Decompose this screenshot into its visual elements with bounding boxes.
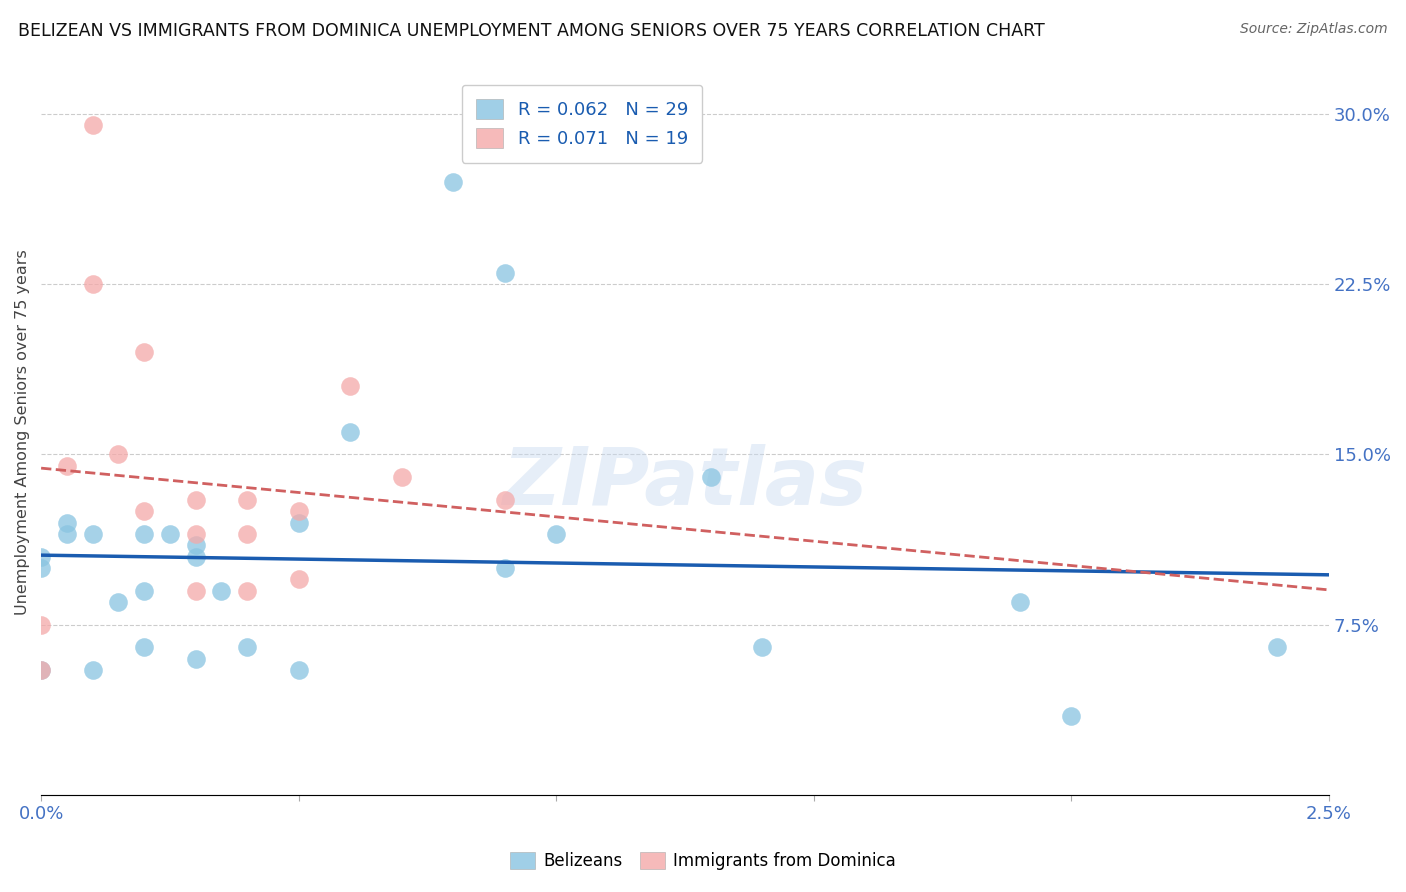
Text: ZIPatlas: ZIPatlas bbox=[502, 443, 868, 522]
Point bbox=[494, 561, 516, 575]
Point bbox=[184, 652, 207, 666]
Point bbox=[30, 561, 52, 575]
Point bbox=[30, 617, 52, 632]
Point bbox=[287, 504, 309, 518]
Point bbox=[56, 516, 79, 530]
Point bbox=[56, 458, 79, 473]
Point bbox=[30, 663, 52, 677]
Point bbox=[30, 663, 52, 677]
Point bbox=[82, 663, 104, 677]
Point bbox=[494, 266, 516, 280]
Point bbox=[1265, 640, 1288, 655]
Point bbox=[134, 345, 156, 359]
Point bbox=[184, 538, 207, 552]
Point bbox=[134, 640, 156, 655]
Point bbox=[1060, 708, 1083, 723]
Point bbox=[56, 527, 79, 541]
Point bbox=[184, 527, 207, 541]
Y-axis label: Unemployment Among Seniors over 75 years: Unemployment Among Seniors over 75 years bbox=[15, 249, 30, 615]
Point bbox=[751, 640, 773, 655]
Point bbox=[134, 583, 156, 598]
Point bbox=[82, 527, 104, 541]
Point bbox=[236, 583, 259, 598]
Point bbox=[82, 277, 104, 292]
Point bbox=[494, 492, 516, 507]
Legend: Belizeans, Immigrants from Dominica: Belizeans, Immigrants from Dominica bbox=[503, 845, 903, 877]
Point bbox=[209, 583, 232, 598]
Point bbox=[339, 425, 361, 439]
Point bbox=[339, 379, 361, 393]
Point bbox=[391, 470, 413, 484]
Point bbox=[107, 448, 129, 462]
Legend: R = 0.062   N = 29, R = 0.071   N = 19: R = 0.062 N = 29, R = 0.071 N = 19 bbox=[461, 85, 703, 162]
Point bbox=[1008, 595, 1031, 609]
Point bbox=[287, 516, 309, 530]
Text: Source: ZipAtlas.com: Source: ZipAtlas.com bbox=[1240, 22, 1388, 37]
Point bbox=[236, 640, 259, 655]
Point bbox=[287, 663, 309, 677]
Point bbox=[184, 583, 207, 598]
Point bbox=[546, 527, 568, 541]
Point bbox=[236, 492, 259, 507]
Point bbox=[287, 573, 309, 587]
Text: BELIZEAN VS IMMIGRANTS FROM DOMINICA UNEMPLOYMENT AMONG SENIORS OVER 75 YEARS CO: BELIZEAN VS IMMIGRANTS FROM DOMINICA UNE… bbox=[18, 22, 1045, 40]
Point bbox=[236, 527, 259, 541]
Point bbox=[30, 549, 52, 564]
Point bbox=[107, 595, 129, 609]
Point bbox=[82, 118, 104, 132]
Point bbox=[184, 549, 207, 564]
Point bbox=[134, 504, 156, 518]
Point bbox=[184, 492, 207, 507]
Point bbox=[134, 527, 156, 541]
Point bbox=[159, 527, 181, 541]
Point bbox=[699, 470, 721, 484]
Point bbox=[441, 175, 464, 189]
